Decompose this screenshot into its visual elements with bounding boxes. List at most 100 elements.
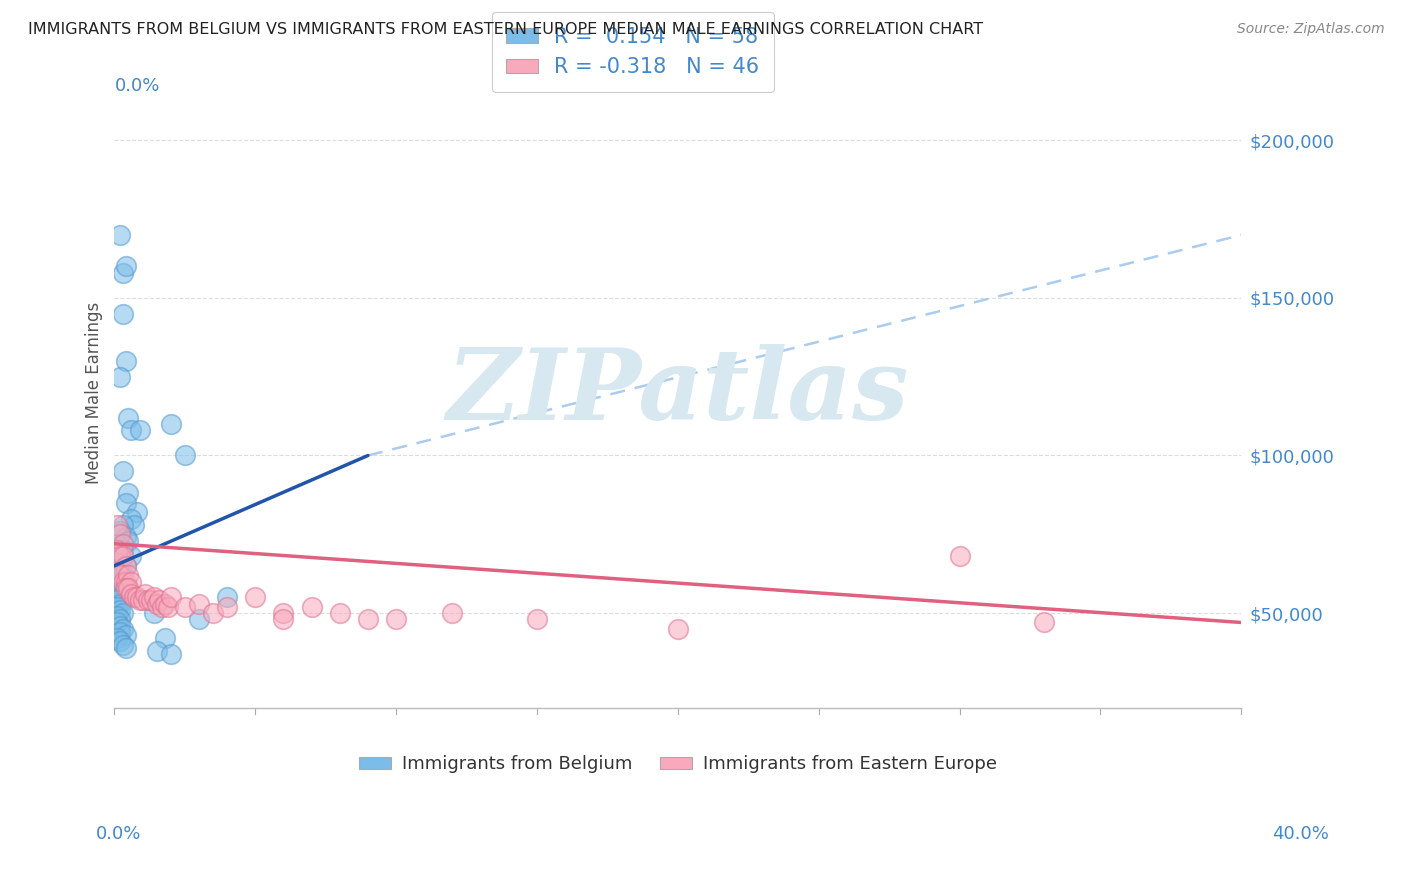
Point <box>153 597 176 611</box>
Point <box>108 612 131 626</box>
Point <box>134 587 156 601</box>
Point <box>111 622 134 636</box>
Point <box>108 524 131 538</box>
Point <box>114 354 136 368</box>
Point <box>385 612 408 626</box>
Point <box>187 612 209 626</box>
Point <box>148 593 170 607</box>
Point <box>111 266 134 280</box>
Point <box>120 549 142 564</box>
Point <box>122 591 145 605</box>
Point <box>120 587 142 601</box>
Point <box>105 587 128 601</box>
Y-axis label: Median Male Earnings: Median Male Earnings <box>86 301 103 483</box>
Point <box>108 634 131 648</box>
Point <box>142 606 165 620</box>
Point <box>108 618 131 632</box>
Point <box>105 593 128 607</box>
Point <box>117 568 139 582</box>
Point <box>114 628 136 642</box>
Point <box>245 591 267 605</box>
Point <box>131 593 153 607</box>
Point <box>111 584 134 599</box>
Point <box>120 423 142 437</box>
Point <box>117 533 139 548</box>
Point <box>114 558 136 573</box>
Point <box>273 612 295 626</box>
Point <box>105 609 128 624</box>
Point <box>111 574 134 589</box>
Point <box>125 591 148 605</box>
Point <box>159 647 181 661</box>
Point <box>159 417 181 431</box>
Point <box>666 622 689 636</box>
Point <box>136 593 159 607</box>
Point <box>526 612 548 626</box>
Point <box>187 597 209 611</box>
Text: 0.0%: 0.0% <box>114 78 160 95</box>
Point <box>114 558 136 573</box>
Point <box>114 574 136 589</box>
Point <box>105 517 128 532</box>
Point <box>105 615 128 630</box>
Point <box>108 549 131 564</box>
Point <box>173 449 195 463</box>
Point <box>108 227 131 242</box>
Text: ZIPatlas: ZIPatlas <box>447 344 910 441</box>
Point <box>122 517 145 532</box>
Point <box>173 599 195 614</box>
Point <box>114 581 136 595</box>
Point <box>117 486 139 500</box>
Legend: Immigrants from Belgium, Immigrants from Eastern Europe: Immigrants from Belgium, Immigrants from… <box>352 748 1004 780</box>
Point <box>114 496 136 510</box>
Point <box>105 574 128 589</box>
Point <box>117 581 139 595</box>
Point <box>114 640 136 655</box>
Point <box>105 543 128 558</box>
Point <box>150 599 173 614</box>
Point <box>105 562 128 576</box>
Point <box>202 606 225 620</box>
Text: 40.0%: 40.0% <box>1272 825 1329 843</box>
Point <box>128 593 150 607</box>
Text: IMMIGRANTS FROM BELGIUM VS IMMIGRANTS FROM EASTERN EUROPE MEDIAN MALE EARNINGS C: IMMIGRANTS FROM BELGIUM VS IMMIGRANTS FR… <box>28 22 983 37</box>
Text: Source: ZipAtlas.com: Source: ZipAtlas.com <box>1237 22 1385 37</box>
Point <box>108 369 131 384</box>
Point <box>120 574 142 589</box>
Point <box>125 505 148 519</box>
Point <box>441 606 464 620</box>
Point <box>108 591 131 605</box>
Point <box>114 530 136 544</box>
Point <box>105 537 128 551</box>
Point <box>153 632 176 646</box>
Point <box>108 624 131 639</box>
Point <box>108 603 131 617</box>
Point <box>111 517 134 532</box>
Point <box>111 307 134 321</box>
Point <box>105 599 128 614</box>
Point <box>357 612 380 626</box>
Point <box>105 581 128 595</box>
Point <box>273 606 295 620</box>
Point <box>1033 615 1056 630</box>
Point <box>145 644 167 658</box>
Point <box>217 599 239 614</box>
Point <box>108 568 131 582</box>
Point <box>108 556 131 570</box>
Point <box>948 549 970 564</box>
Point <box>139 593 162 607</box>
Point <box>108 574 131 589</box>
Point <box>108 527 131 541</box>
Point <box>217 591 239 605</box>
Point <box>159 591 181 605</box>
Point <box>117 410 139 425</box>
Point <box>114 260 136 274</box>
Text: 0.0%: 0.0% <box>96 825 141 843</box>
Point <box>329 606 352 620</box>
Point <box>128 423 150 437</box>
Point <box>120 511 142 525</box>
Point <box>145 597 167 611</box>
Point <box>301 599 323 614</box>
Point <box>111 543 134 558</box>
Point <box>111 606 134 620</box>
